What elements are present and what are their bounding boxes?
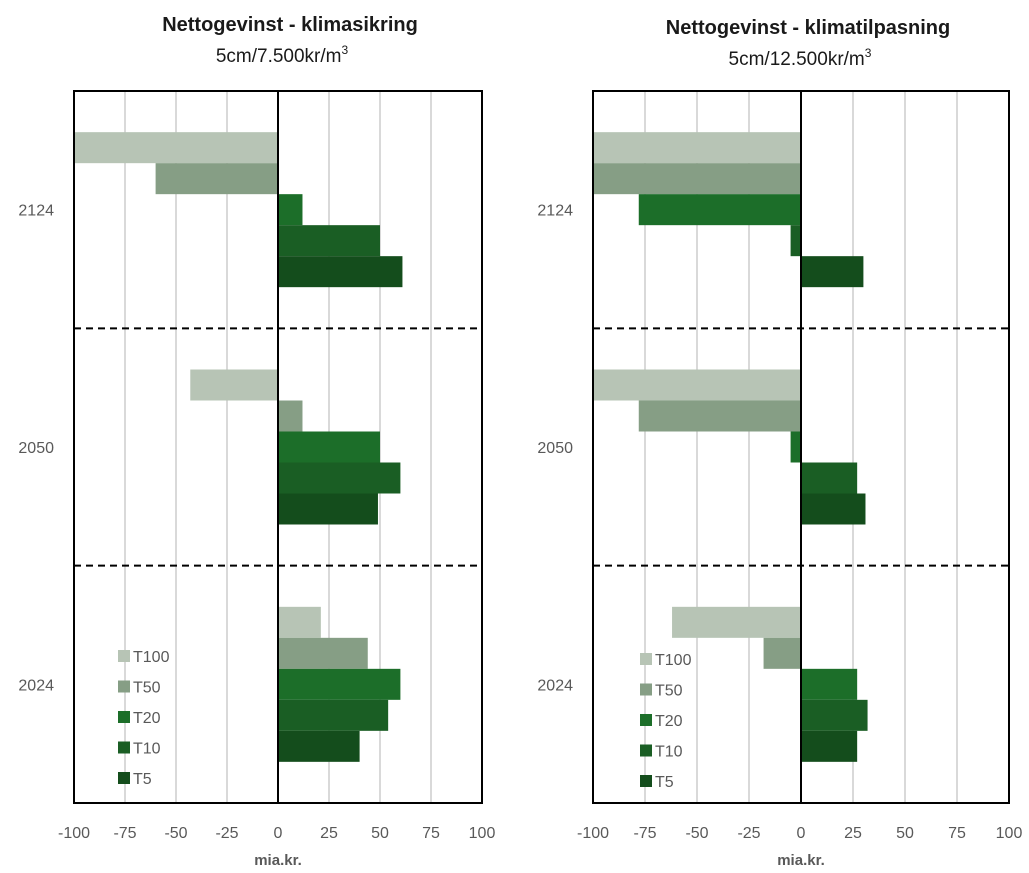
plot-area: 2124 2050 2024 -100 -75 -50 -25 0 25 50 75 100 mia.k… bbox=[537, 90, 1023, 869]
legend-label-t50: T50 bbox=[133, 680, 161, 697]
x-tick-label: 75 bbox=[422, 825, 440, 842]
x-tick-label: 0 bbox=[797, 825, 806, 842]
legend-label-t5: T5 bbox=[655, 774, 674, 791]
legend: T100 T50 T20 T10 T5 bbox=[640, 652, 692, 791]
legend-label-t20: T20 bbox=[133, 710, 161, 727]
x-tick-label: -25 bbox=[737, 825, 760, 842]
x-axis-title: mia.kr. bbox=[254, 852, 302, 869]
bar-t10-2024 bbox=[801, 699, 868, 731]
x-tick-label: -50 bbox=[164, 825, 187, 842]
bar-t100-2050 bbox=[190, 369, 278, 401]
bar-t10-2050 bbox=[801, 462, 858, 494]
x-axis-title: mia.kr. bbox=[777, 852, 825, 869]
bar-t20-2024 bbox=[801, 668, 858, 700]
bar-t10-2124 bbox=[278, 225, 380, 257]
legend-swatch-t50 bbox=[118, 680, 130, 693]
chart-subtitle: 5cm/7.500kr/m3 bbox=[216, 43, 349, 67]
plot-frame bbox=[592, 90, 1010, 804]
chart-subtitle: 5cm/12.500kr/m3 bbox=[729, 46, 872, 70]
legend-label-t5: T5 bbox=[133, 771, 152, 788]
legend-label-t100: T100 bbox=[655, 652, 692, 669]
legend-label-t10: T10 bbox=[133, 741, 161, 758]
category-label: 2050 bbox=[537, 440, 573, 457]
x-tick-label: 50 bbox=[371, 825, 389, 842]
x-tick-label: 100 bbox=[996, 825, 1023, 842]
legend-swatch-t50 bbox=[640, 683, 652, 696]
plot-area: 2124 2050 2024 -100 -75 -50 -25 0 25 50 75 100 mia.k… bbox=[18, 90, 496, 869]
bar-t10-2050 bbox=[278, 462, 401, 494]
bar-t100-2124 bbox=[74, 132, 278, 164]
bar-t20-2124 bbox=[638, 194, 801, 226]
bar-t50-2124 bbox=[155, 163, 278, 195]
x-tick-label: -75 bbox=[633, 825, 656, 842]
bar-t50-2124 bbox=[593, 163, 801, 195]
legend-swatch-t5 bbox=[640, 775, 652, 787]
bar-t5-2024 bbox=[278, 730, 360, 762]
bar-t50-2050 bbox=[638, 400, 801, 432]
chart-title: Nettogevinst - klimatilpasning bbox=[666, 17, 950, 39]
chart-left: Nettogevinst - klimasikring 5cm/7.500kr/… bbox=[18, 14, 495, 869]
legend-swatch-t100 bbox=[640, 653, 652, 665]
x-tick-label: -100 bbox=[58, 825, 90, 842]
bar-t10-2124 bbox=[790, 225, 801, 257]
x-tick-label: -100 bbox=[577, 825, 609, 842]
legend: T100 T50 T20 T10 T5 bbox=[118, 649, 170, 788]
bar-t50-2050 bbox=[278, 400, 303, 432]
category-label: 2124 bbox=[537, 203, 573, 220]
x-tick-label: 25 bbox=[320, 825, 338, 842]
legend-swatch-t10 bbox=[118, 741, 130, 754]
bar-t20-2124 bbox=[278, 194, 303, 226]
bar-t5-2050 bbox=[278, 493, 378, 525]
x-tick-label: 25 bbox=[844, 825, 862, 842]
bar-t100-2024 bbox=[278, 606, 321, 638]
bar-t50-2024 bbox=[763, 637, 801, 669]
legend-swatch-t5 bbox=[118, 772, 130, 784]
legend-swatch-t10 bbox=[640, 744, 652, 757]
legend-label-t100: T100 bbox=[133, 649, 170, 666]
category-label: 2124 bbox=[18, 203, 54, 220]
category-label: 2024 bbox=[537, 677, 573, 694]
bar-t50-2024 bbox=[278, 637, 368, 669]
bar-t5-2124 bbox=[278, 256, 403, 288]
bar-t5-2124 bbox=[801, 256, 864, 288]
bar-t100-2050 bbox=[593, 369, 801, 401]
x-tick-label: -25 bbox=[215, 825, 238, 842]
bar-t20-2050 bbox=[278, 431, 380, 463]
bar-t10-2024 bbox=[278, 699, 389, 731]
legend-swatch-t20 bbox=[640, 714, 652, 726]
legend-swatch-t20 bbox=[118, 711, 130, 723]
chart-right: Nettogevinst - klimatilpasning 5cm/12.50… bbox=[537, 17, 1022, 869]
category-label: 2024 bbox=[18, 677, 54, 694]
bar-t20-2050 bbox=[790, 431, 801, 463]
category-label: 2050 bbox=[18, 440, 54, 457]
bar-t5-2024 bbox=[801, 730, 858, 762]
bar-t20-2024 bbox=[278, 668, 401, 700]
x-tick-label: 100 bbox=[469, 825, 496, 842]
bar-t100-2024 bbox=[672, 606, 801, 638]
x-tick-label: 0 bbox=[274, 825, 283, 842]
chart-title: Nettogevinst - klimasikring bbox=[162, 14, 418, 36]
legend-swatch-t100 bbox=[118, 650, 130, 662]
x-tick-label: -50 bbox=[685, 825, 708, 842]
x-tick-label: -75 bbox=[113, 825, 136, 842]
legend-label-t50: T50 bbox=[655, 683, 683, 700]
bar-t100-2124 bbox=[593, 132, 801, 164]
legend-label-t10: T10 bbox=[655, 744, 683, 761]
legend-label-t20: T20 bbox=[655, 713, 683, 730]
x-tick-label: 75 bbox=[948, 825, 966, 842]
x-tick-label: 50 bbox=[896, 825, 914, 842]
plot-frame bbox=[73, 90, 483, 804]
bar-t5-2050 bbox=[801, 493, 866, 525]
